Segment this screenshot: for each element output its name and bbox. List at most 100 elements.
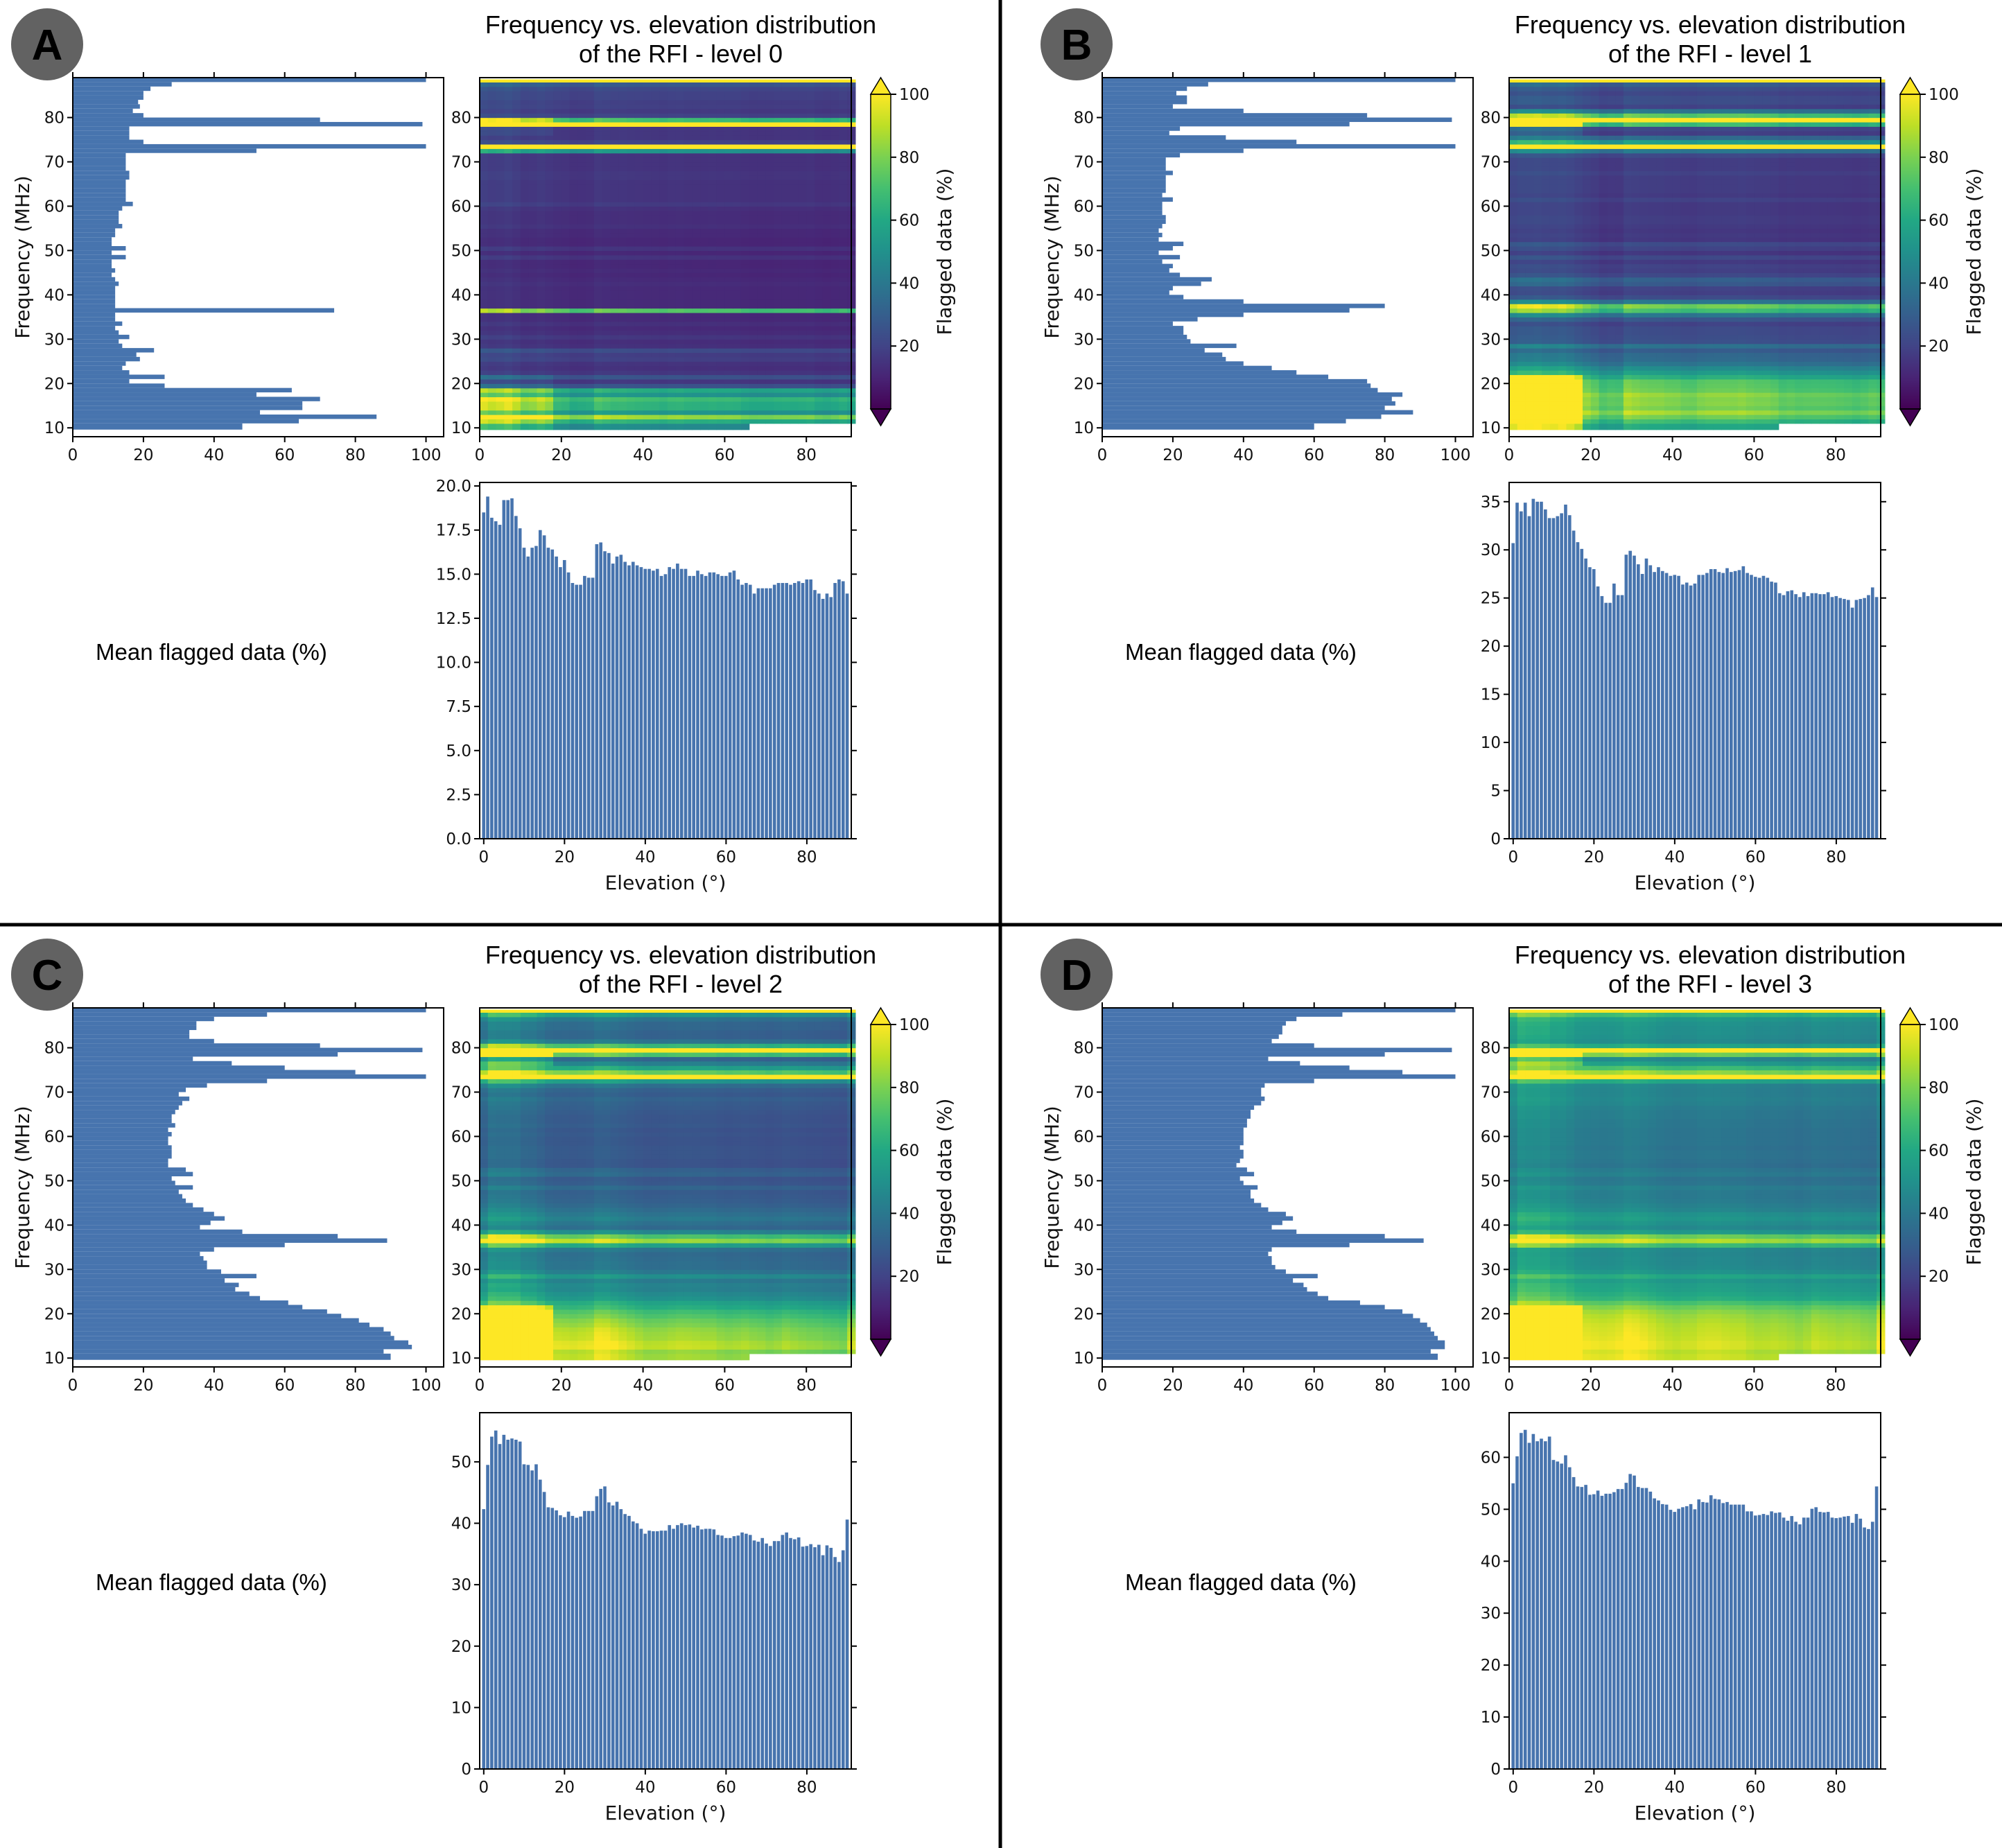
- heatmap-cell: [610, 219, 619, 225]
- heatmap-cell: [504, 406, 513, 411]
- heatmap-cell: [586, 139, 595, 145]
- heatmap-cell: [1778, 396, 1788, 402]
- heatmap-cell: [708, 121, 717, 127]
- heatmap-cell: [627, 180, 636, 185]
- heatmap-cell: [733, 419, 742, 424]
- heatmap-cell: [643, 152, 652, 158]
- heatmap-cell: [569, 308, 578, 313]
- heatmap-cell: [781, 121, 791, 127]
- heatmap-cell: [798, 79, 807, 82]
- heatmap-cell: [553, 232, 562, 238]
- heatmap-cell: [1746, 365, 1755, 371]
- heatmap-cell: [561, 117, 571, 123]
- freq-bar: [73, 378, 130, 384]
- heatmap-cell: [749, 175, 758, 180]
- heatmap-cell: [1664, 374, 1673, 380]
- heatmap-cell: [790, 152, 799, 158]
- heatmap-cell: [618, 295, 627, 300]
- heatmap-cell: [1648, 392, 1657, 398]
- heatmap-cell: [774, 304, 783, 309]
- heatmap-cell: [790, 281, 799, 287]
- heatmap-cell: [520, 374, 530, 380]
- heatmap-cell: [1664, 387, 1673, 393]
- heatmap-cell: [692, 250, 701, 256]
- heatmap-cell: [1615, 339, 1624, 345]
- heatmap-cell: [659, 228, 668, 234]
- heatmap-cell: [684, 148, 693, 154]
- heatmap-cell: [1819, 361, 1829, 367]
- heatmap-cell: [1517, 396, 1526, 402]
- elevation-bar: [639, 567, 643, 839]
- heatmap-cell: [610, 290, 619, 295]
- heatmap-cell: [830, 254, 839, 260]
- freq-bar: [73, 299, 116, 304]
- heatmap-cell: [627, 419, 636, 424]
- heatmap-cell: [496, 415, 505, 420]
- heatmap-cell: [830, 99, 839, 105]
- heatmap-cell: [618, 95, 627, 101]
- heatmap-cell: [1639, 352, 1648, 358]
- heatmap-cell: [790, 166, 799, 171]
- heatmap-cell: [822, 232, 832, 238]
- heatmap-cell: [806, 180, 815, 185]
- heatmap-cell: [781, 352, 791, 358]
- heatmap-cell: [1762, 356, 1771, 362]
- heatmap-cell: [528, 113, 538, 119]
- heatmap-cell: [1795, 392, 1804, 398]
- heatmap-cell: [1868, 361, 1877, 367]
- heatmap-cell: [593, 295, 603, 300]
- heatmap-cell: [1615, 378, 1624, 384]
- heatmap-cell: [1737, 387, 1747, 393]
- heatmap-cell: [561, 197, 571, 202]
- heatmap-cell: [1590, 352, 1600, 358]
- heatmap-cell: [1852, 365, 1861, 371]
- heatmap-cell: [774, 113, 783, 119]
- heatmap-cell: [814, 139, 824, 145]
- heatmap-cell: [716, 126, 726, 132]
- heatmap-cell: [1509, 356, 1518, 362]
- heatmap-cell: [512, 202, 521, 207]
- heatmap-cell: [586, 126, 595, 132]
- heatmap-cell: [561, 206, 571, 211]
- heatmap-cell: [724, 113, 733, 119]
- heatmap-cell: [667, 281, 677, 287]
- heatmap-cell: [708, 250, 717, 256]
- heatmap-cell: [781, 254, 791, 260]
- heatmap-cell: [733, 361, 742, 367]
- heatmap-cell: [1680, 352, 1689, 358]
- heatmap-cell: [667, 210, 677, 216]
- heatmap-cell: [774, 82, 783, 87]
- heatmap-cell: [618, 383, 627, 389]
- heatmap-cell: [740, 241, 750, 247]
- heatmap-cell: [790, 232, 799, 238]
- heatmap-cell: [528, 157, 538, 163]
- heatmap-cell: [1811, 365, 1820, 371]
- heatmap-cell: [1590, 387, 1600, 393]
- heatmap-cell: [504, 99, 513, 105]
- heatmap-cell: [643, 104, 652, 110]
- heatmap-cell: [692, 268, 701, 273]
- heatmap-cell: [822, 193, 832, 198]
- heatmap-cell: [700, 304, 709, 309]
- heatmap-cell: [1672, 406, 1681, 411]
- heatmap-cell: [561, 317, 571, 322]
- heatmap-cell: [504, 396, 513, 402]
- heatmap-cell: [1607, 334, 1616, 340]
- heatmap-cell: [765, 148, 774, 154]
- heatmap-cell: [561, 126, 571, 132]
- heatmap-cell: [618, 166, 627, 171]
- heatmap-cell: [537, 259, 546, 265]
- heatmap-cell: [487, 224, 497, 229]
- heatmap-cell: [798, 254, 807, 260]
- heatmap-cell: [487, 171, 497, 176]
- heatmap-cell: [675, 423, 685, 430]
- heatmap-cell: [528, 370, 538, 376]
- heatmap-cell: [659, 290, 668, 295]
- heatmap-cell: [651, 166, 660, 171]
- heatmap-cell: [675, 254, 685, 260]
- heatmap-cell: [659, 419, 668, 424]
- freq-bar: [73, 304, 116, 308]
- heatmap-cell: [610, 197, 619, 202]
- heatmap-cell: [586, 365, 595, 371]
- heatmap-cell: [487, 166, 497, 171]
